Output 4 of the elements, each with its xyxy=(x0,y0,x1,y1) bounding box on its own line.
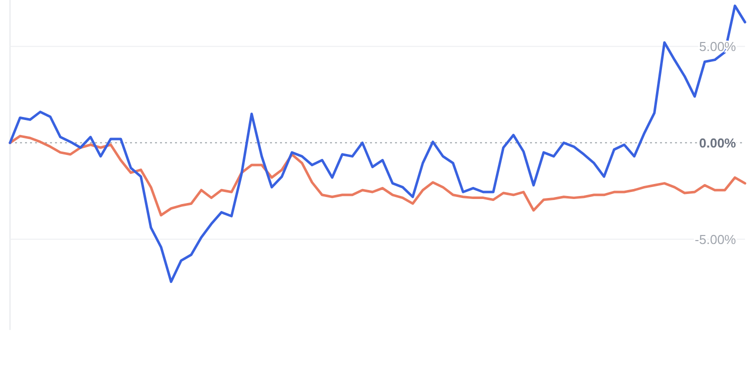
y-tick-label: 0.00% xyxy=(699,135,736,150)
y-tick-label: -5.00% xyxy=(694,232,736,247)
line-series xyxy=(8,134,746,216)
line-series xyxy=(8,4,746,284)
